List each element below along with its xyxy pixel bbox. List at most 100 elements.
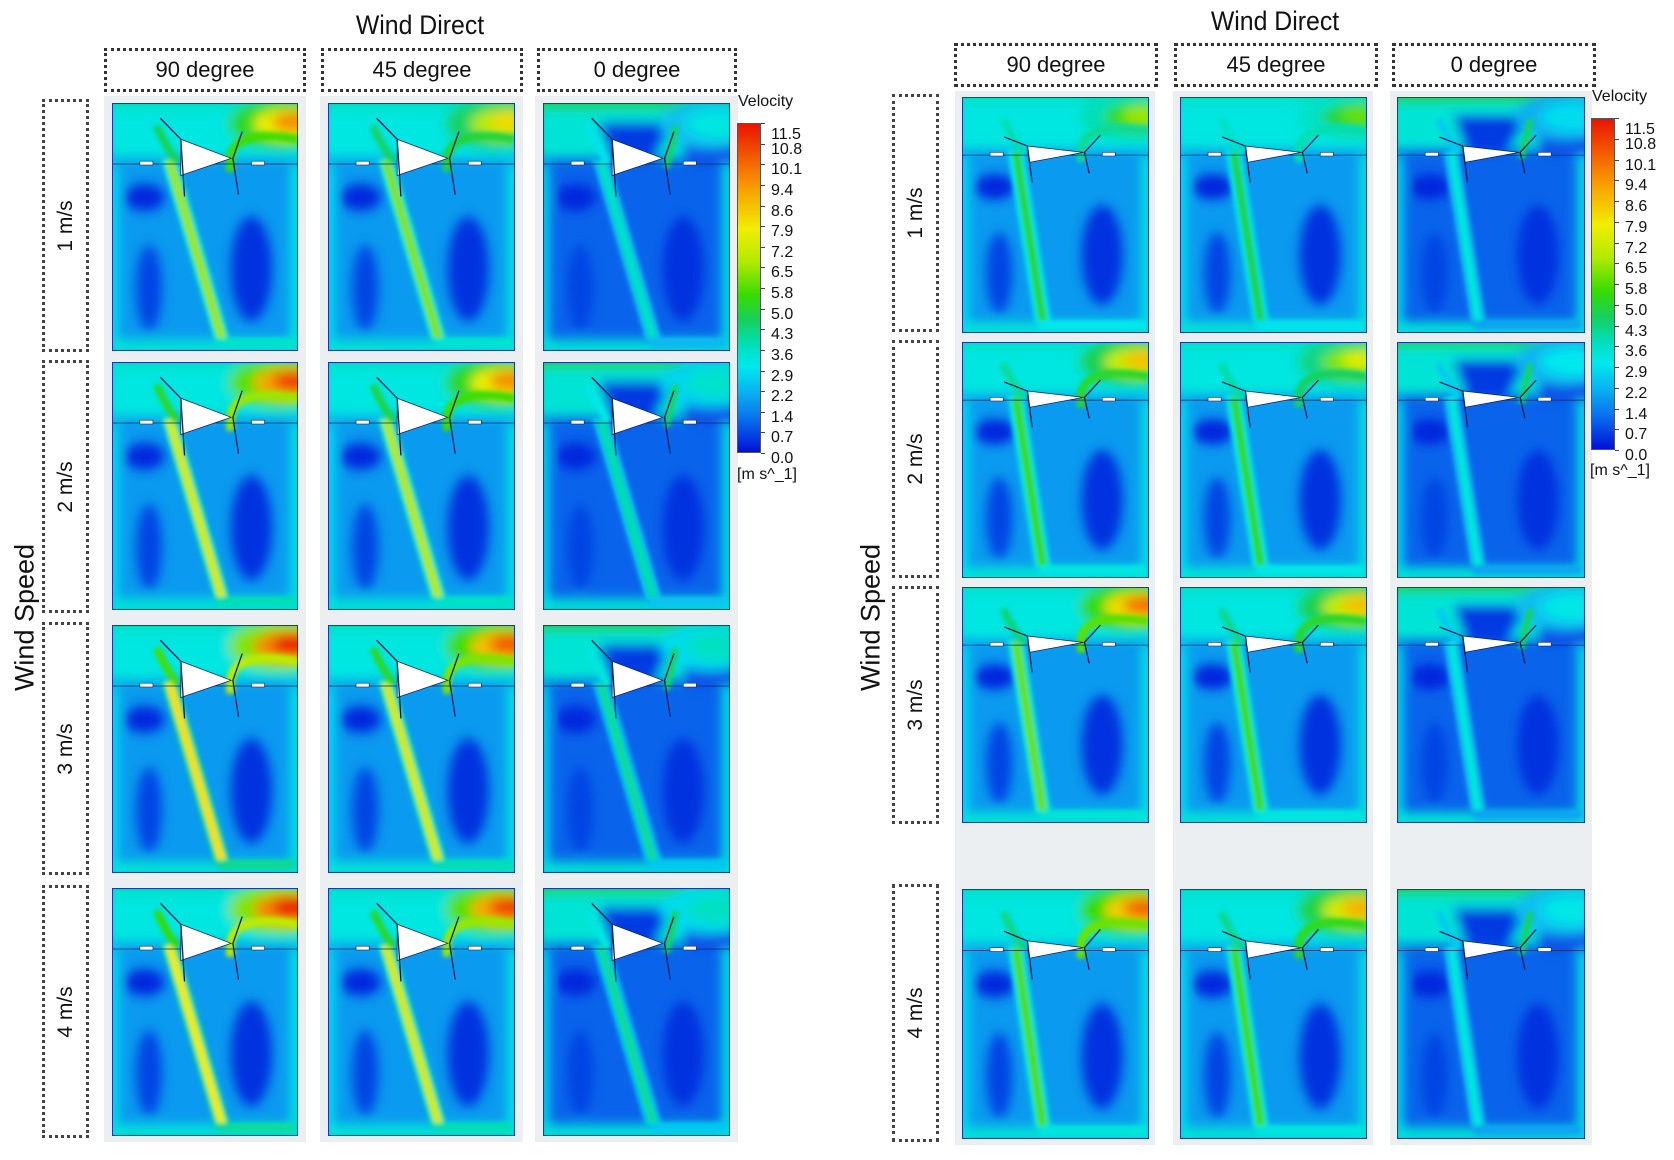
contour-panel [543, 625, 730, 873]
legend-unit: [m s^_1] [1590, 462, 1650, 479]
contour-panel [1397, 587, 1585, 823]
legend-tick-label: 3.6 [771, 346, 794, 364]
column-header-45: 45 degree [1174, 43, 1378, 87]
row-header-1ms: 1 m/s [892, 94, 939, 332]
vane-left [1221, 930, 1251, 980]
legend-tick-label: 10.8 [1625, 135, 1657, 153]
column-header-label: 0 degree [1450, 52, 1538, 77]
vent-left [570, 160, 585, 166]
vent-left [1424, 152, 1439, 157]
vent-left [355, 419, 370, 425]
panel-border [1397, 97, 1585, 333]
vane-left [1003, 930, 1033, 980]
panel-border [328, 103, 515, 351]
legend-tick-label: 4.3 [771, 326, 794, 344]
vent-left [355, 945, 370, 951]
legend-tick-label: 2.2 [1625, 384, 1648, 402]
panel-border [1180, 342, 1367, 578]
vane-left [159, 117, 186, 197]
vent-left [1424, 397, 1439, 402]
wedge-obstacle [611, 660, 664, 699]
panel-border [328, 625, 515, 873]
vent-left [989, 397, 1004, 402]
panel-border [543, 625, 730, 873]
legend-tick-label: 10.8 [771, 140, 803, 158]
contour-panel [328, 362, 515, 610]
contour-panel [1180, 97, 1367, 333]
panel-border [328, 888, 515, 1136]
vane-left [1439, 930, 1469, 980]
legend-tick-label: 4.3 [1625, 322, 1648, 340]
legend-tick-mark [1615, 325, 1619, 327]
airflow-jet [999, 362, 1149, 575]
column-header-90: 90 degree [954, 43, 1158, 87]
vent-left [139, 682, 154, 688]
legend-tick-label: 8.6 [771, 202, 794, 220]
column-header-label: 0 degree [593, 57, 681, 82]
velocity-field [328, 888, 515, 1136]
legend-tick-label: 6.5 [1625, 260, 1648, 278]
vane-left [591, 902, 617, 982]
vent-right [251, 419, 265, 425]
airflow-jet [584, 124, 727, 348]
contour-panel [962, 889, 1149, 1139]
panel-border [962, 97, 1149, 333]
wedge-obstacle [611, 138, 664, 177]
velocity-field [1397, 889, 1585, 1139]
contour-panel [543, 888, 730, 1136]
airflow-jet [153, 646, 298, 870]
vane-left [1439, 136, 1469, 183]
airflow-jet [584, 909, 727, 1133]
airflow-jet [1217, 117, 1367, 330]
panel-border [112, 362, 298, 610]
legend-tick-label: 9.4 [771, 181, 794, 199]
column-header-label: 45 degree [1226, 52, 1326, 77]
panel-border [112, 103, 298, 351]
row-header-3ms: 3 m/s [892, 586, 939, 824]
vent-right [467, 160, 482, 166]
legend-tick-label: 2.9 [1625, 364, 1648, 381]
wedge-obstacle [611, 397, 664, 436]
row-header-1ms: 1 m/s [42, 99, 89, 352]
legend-tick-label: 5.0 [771, 305, 794, 323]
contour-panel [1180, 889, 1367, 1139]
legend-tick-mark [761, 349, 765, 351]
legend-tick-mark [1615, 367, 1619, 368]
velocity-field [328, 362, 515, 610]
airflow-jet [369, 124, 515, 348]
wedge-obstacle [180, 138, 233, 177]
legend-tick-mark [1615, 159, 1619, 161]
vent-right [251, 682, 265, 688]
contour-panel [962, 342, 1149, 578]
vent-left [1207, 397, 1222, 402]
legend-tick-label: 2.2 [771, 388, 794, 406]
contour-panel [1397, 97, 1585, 333]
panel-border [1180, 97, 1367, 333]
panel-border [543, 103, 730, 351]
panel-border [1180, 587, 1367, 823]
legend-tick-mark [761, 288, 765, 289]
legend-tick-mark [1615, 201, 1619, 202]
vent-right [467, 945, 482, 951]
vane-left [1221, 136, 1251, 183]
legend-tick-label: 9.4 [1625, 177, 1648, 195]
column-header-45: 45 degree [321, 48, 523, 92]
vent-left [139, 160, 154, 166]
vane-left [376, 639, 402, 719]
legend-tick-mark [1615, 221, 1619, 223]
vent-right [1537, 947, 1552, 952]
airflow-jet [1434, 117, 1582, 330]
vane-right [232, 390, 243, 454]
legend-tick-mark [761, 246, 765, 248]
vent-right [1101, 152, 1116, 157]
vane-right [232, 916, 243, 980]
panel-border [962, 889, 1149, 1139]
legend-tick-mark [1615, 346, 1619, 348]
figure-title: Wind Direct [1210, 6, 1340, 36]
legend-tick-mark [1615, 118, 1619, 119]
vane-left [1439, 381, 1469, 428]
row-header-label: 3 m/s [903, 679, 927, 731]
legend-tick-label: 0.7 [771, 429, 794, 447]
legend-tick-mark [1615, 429, 1619, 431]
panel-border [962, 342, 1149, 578]
